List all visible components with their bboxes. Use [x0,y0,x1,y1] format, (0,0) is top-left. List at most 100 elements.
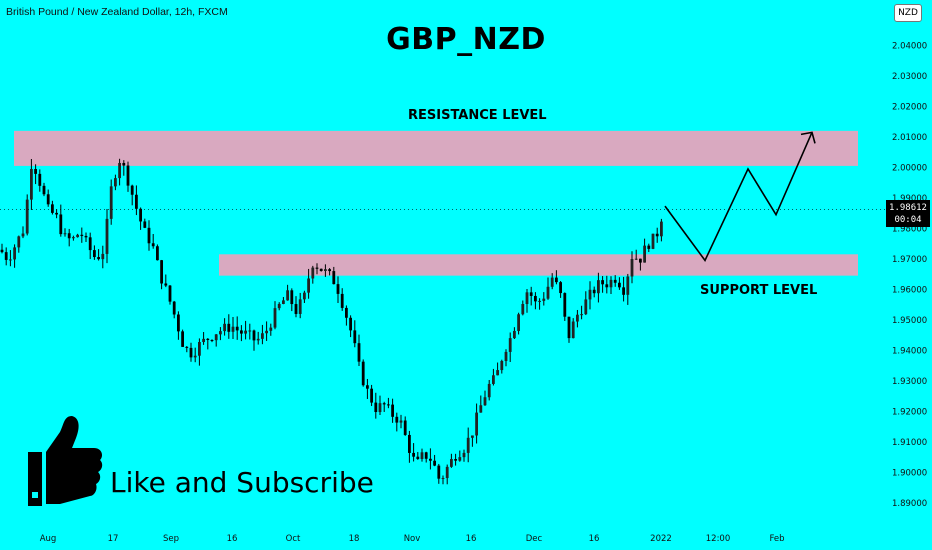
candle-body [391,404,394,417]
candle-body [151,243,155,247]
candle-body [319,268,323,272]
candle-body [483,397,487,406]
candle-body [643,245,646,263]
y-tick-label: 1.91000 [892,438,927,448]
candle-body [546,286,550,299]
candle-body [88,237,92,251]
candle-body [634,258,638,260]
candle-body [0,249,4,253]
y-tick-label: 2.01000 [892,133,927,143]
y-tick-label: 1.92000 [892,407,927,417]
candle-body [584,299,588,315]
projection-arrowhead [800,131,816,144]
candle-body [492,375,495,384]
x-tick-label: 2022 [650,534,672,544]
candle-body [521,303,525,315]
candle-body [46,194,50,205]
y-tick-label: 1.98000 [892,224,927,234]
last-price-tag: 1.98612 00:04 [886,200,930,227]
candle-body [479,405,483,413]
x-tick-label: Dec [526,534,543,544]
candle-body [496,370,499,376]
candle-body [298,299,302,314]
candle-body [441,478,445,480]
candle-body [613,279,617,283]
candle-body [525,292,529,304]
candle-body [193,355,197,358]
candle-body [324,269,327,272]
x-tick-label: 16 [589,534,600,544]
candle-body [25,199,29,234]
candle-body [567,316,571,339]
candle-body [571,321,575,339]
candle-body [4,252,8,260]
candle-body [315,267,319,269]
candle-body [429,458,432,461]
candle-body [59,214,63,235]
candle-body [374,402,378,413]
candle-body [147,227,151,244]
candle-body [559,282,562,294]
candle-body [630,259,634,277]
candle-body [252,330,256,341]
candle-body [353,330,357,344]
candle-body [63,233,67,235]
candle-body [626,276,630,295]
x-tick-label: Nov [404,534,421,544]
y-tick-label: 1.89000 [892,499,927,509]
support-label: SUPPORT LEVEL [700,283,818,298]
candle-body [601,280,604,285]
candle-body [609,279,613,288]
candle-body [458,457,462,461]
y-tick-label: 1.97000 [892,255,927,265]
candle-body [240,330,243,334]
candle-body [403,420,407,435]
candle-body [588,289,592,300]
y-tick-label: 1.95000 [892,316,927,326]
candle-body [34,169,37,174]
candle-body [177,314,180,332]
candle-body [261,333,264,339]
candle-body [332,271,336,285]
candle-body [370,388,373,403]
currency-badge[interactable]: NZD [894,4,922,22]
candle-body [277,303,281,309]
candle-body [202,338,205,343]
candle-body [576,314,579,322]
candle-body [651,233,655,249]
candle-body [55,212,58,215]
candle-body [597,280,600,294]
candle-body [508,338,512,352]
candle-body [38,173,42,186]
chart-title: GBP_NZD [386,22,546,57]
candle-body [105,218,109,254]
candle-body [210,340,214,342]
candle-body [139,208,142,222]
candle-body [286,290,289,301]
candle-body [466,437,470,453]
candle-body [454,459,457,461]
candle-body [622,287,625,295]
candle-body [580,314,583,316]
candle-body [164,283,168,286]
candle-body [269,327,273,331]
candle-body [265,330,268,334]
cta-text: Like and Subscribe [110,466,374,499]
candle-body [538,300,541,302]
candle-body [42,185,46,195]
y-tick-label: 1.99000 [892,194,927,204]
candle-body [51,204,54,213]
y-tick-label: 2.03000 [892,72,927,82]
x-tick-label: Aug [40,534,57,544]
candle-body [307,278,310,293]
candle-body [361,361,365,386]
candle-body [618,282,621,288]
symbol-label[interactable]: British Pound / New Zealand Dollar, 12h,… [6,6,228,18]
candle-body [156,246,159,261]
candle-body [445,466,449,479]
candle-body [282,300,285,304]
candle-body [30,169,33,200]
candle-body [9,259,12,261]
